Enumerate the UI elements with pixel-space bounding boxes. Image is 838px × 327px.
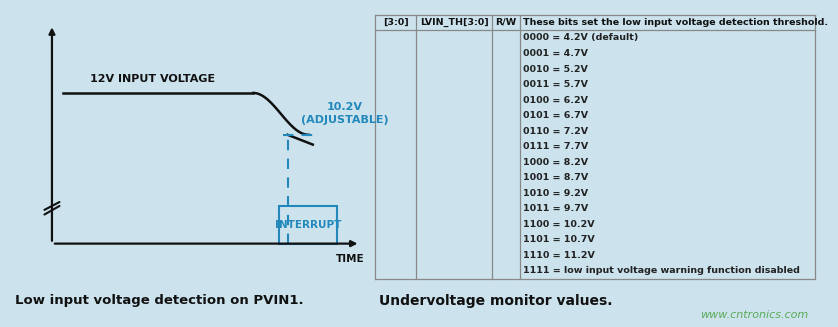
Text: LVIN_TH[3:0]: LVIN_TH[3:0] [420,18,489,27]
Text: 0111 = 7.7V: 0111 = 7.7V [523,142,588,151]
Text: 0001 = 4.7V: 0001 = 4.7V [523,49,588,58]
Text: 0100 = 6.2V: 0100 = 6.2V [523,95,588,105]
Text: INTERRUPT: INTERRUPT [275,220,341,230]
Text: 10.2V
(ADJUSTABLE): 10.2V (ADJUSTABLE) [301,102,389,125]
Text: 0000 = 4.2V (default): 0000 = 4.2V (default) [523,33,639,43]
Text: 1111 = low input voltage warning function disabled: 1111 = low input voltage warning functio… [523,267,799,275]
Text: 0010 = 5.2V: 0010 = 5.2V [523,64,587,74]
Text: 1011 = 9.7V: 1011 = 9.7V [523,204,588,213]
Text: www.cntronics.com: www.cntronics.com [701,310,809,319]
Text: These bits set the low input voltage detection threshold.: These bits set the low input voltage det… [523,18,828,27]
Text: 0110 = 7.2V: 0110 = 7.2V [523,127,588,136]
Text: 1101 = 10.7V: 1101 = 10.7V [523,235,595,244]
Text: Low input voltage detection on PVIN1.: Low input voltage detection on PVIN1. [15,294,303,307]
Text: 12V INPUT VOLTAGE: 12V INPUT VOLTAGE [90,74,215,84]
Text: 1010 = 9.2V: 1010 = 9.2V [523,189,588,198]
Bar [279,206,337,244]
Text: 0101 = 6.7V: 0101 = 6.7V [523,111,588,120]
Text: TIME: TIME [336,254,365,264]
Text: [3:0]: [3:0] [383,18,408,27]
Text: Undervoltage monitor values.: Undervoltage monitor values. [379,294,613,308]
Text: R/W: R/W [495,18,516,27]
Text: 0011 = 5.7V: 0011 = 5.7V [523,80,588,89]
Text: 1110 = 11.2V: 1110 = 11.2V [523,251,595,260]
Text: 1001 = 8.7V: 1001 = 8.7V [523,173,588,182]
Text: 1000 = 8.2V: 1000 = 8.2V [523,158,588,167]
Text: 1100 = 10.2V: 1100 = 10.2V [523,220,594,229]
